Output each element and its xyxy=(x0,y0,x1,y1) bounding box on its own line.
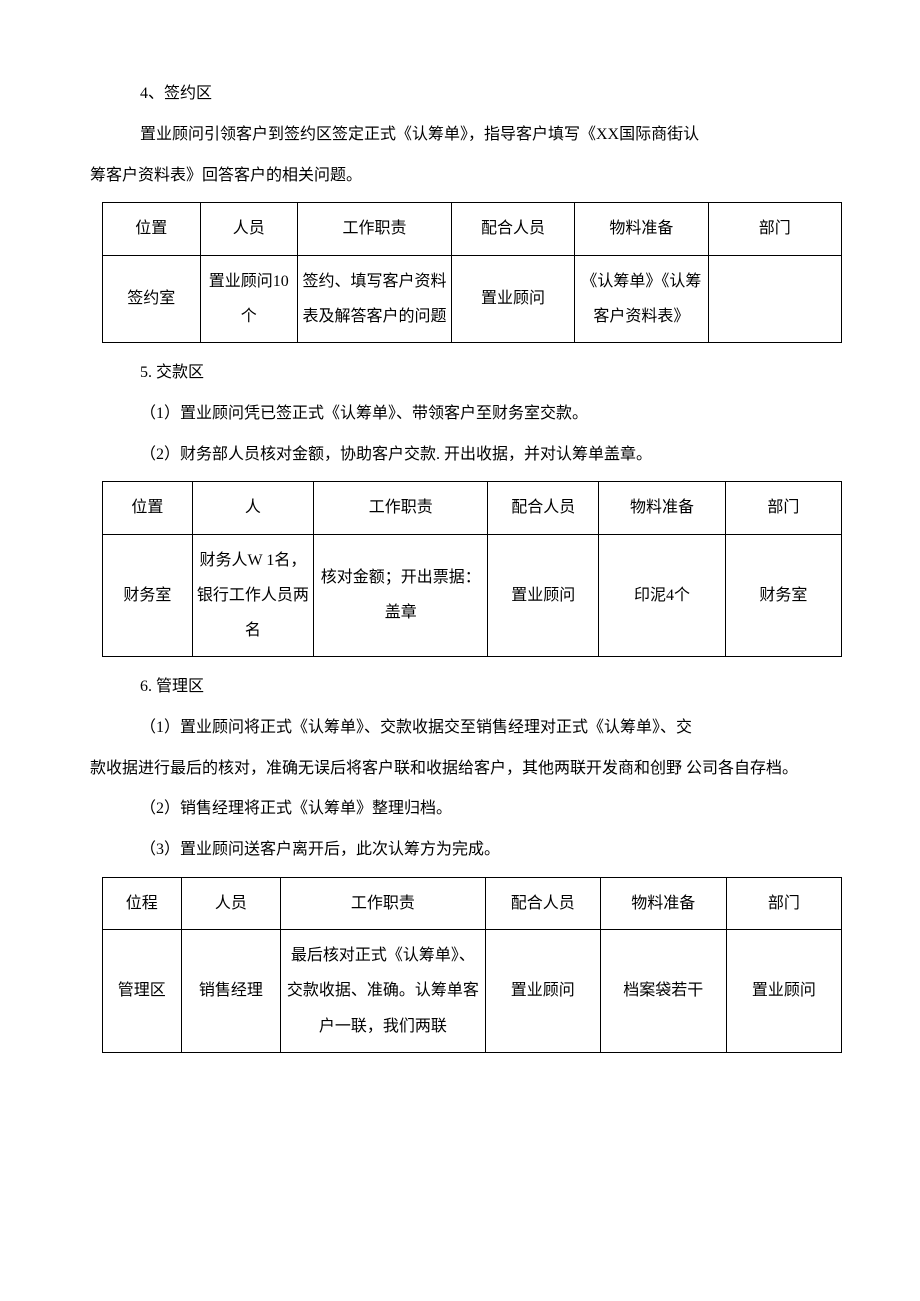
table-header-cell: 物料准备 xyxy=(599,482,726,534)
table-header-row: 位程 人员 工作职责 配合人员 物料准备 部门 xyxy=(103,878,842,930)
table-cell: 《认筹单》《认筹客户资料表》 xyxy=(575,255,708,342)
section4-table: 位置 人员 工作职责 配合人员 物料准备 部门 签约室 置业顾问10个 签约、填… xyxy=(102,202,842,343)
table-header-cell: 位程 xyxy=(103,878,182,930)
table-header-cell: 人员 xyxy=(181,878,281,930)
table-header-cell: 物料准备 xyxy=(600,878,726,930)
table-header-cell: 部门 xyxy=(708,203,841,255)
section5-table: 位置 人 工作职责 配合人员 物料准备 部门 财务室 财务人W 1名，银行工作人… xyxy=(102,481,842,657)
table-cell: 置业顾问 xyxy=(485,930,600,1053)
table-header-cell: 配合人员 xyxy=(485,878,600,930)
section4-para2: 筹客户资料表》回答客户的相关问题。 xyxy=(90,162,830,191)
table-header-cell: 工作职责 xyxy=(281,878,485,930)
table-cell xyxy=(708,255,841,342)
section5-heading: 5. 交款区 xyxy=(140,359,830,388)
table-header-cell: 位置 xyxy=(103,482,193,534)
table-header-row: 位置 人 工作职责 配合人员 物料准备 部门 xyxy=(103,482,842,534)
table-cell: 签约室 xyxy=(103,255,201,342)
section5-para2: （2）财务部人员核对金额，协助客户交款. 开出收据，并对认筹单盖章。 xyxy=(140,441,830,470)
table-cell: 财务室 xyxy=(103,534,193,657)
section6-para3: （2）销售经理将正式《认筹单》整理归档。 xyxy=(140,795,830,824)
table-cell: 核对金额；开出票据：盖章 xyxy=(314,534,488,657)
section6-heading: 6. 管理区 xyxy=(140,673,830,702)
table-header-cell: 工作职责 xyxy=(314,482,488,534)
section6-para1: （1）置业顾问将正式《认筹单》、交款收据交至销售经理对正式《认筹单》、交 xyxy=(140,714,830,743)
table-cell: 财务室 xyxy=(725,534,841,657)
table-row: 财务室 财务人W 1名，银行工作人员两名 核对金额；开出票据：盖章 置业顾问 印… xyxy=(103,534,842,657)
table-cell: 置业顾问10个 xyxy=(200,255,298,342)
section6-table: 位程 人员 工作职责 配合人员 物料准备 部门 管理区 销售经理 最后核对正式《… xyxy=(102,877,842,1053)
table-header-cell: 人员 xyxy=(200,203,298,255)
table-cell: 销售经理 xyxy=(181,930,281,1053)
table-cell: 印泥4个 xyxy=(599,534,726,657)
table-cell: 档案袋若干 xyxy=(600,930,726,1053)
section4-heading: 4、签约区 xyxy=(140,80,830,109)
table-cell: 财务人W 1名，银行工作人员两名 xyxy=(192,534,313,657)
table-header-cell: 物料准备 xyxy=(575,203,708,255)
table-header-cell: 人 xyxy=(192,482,313,534)
table-header-cell: 配合人员 xyxy=(488,482,599,534)
table-header-cell: 位置 xyxy=(103,203,201,255)
section6-para4: （3）置业顾问送客户离开后，此次认筹方为完成。 xyxy=(140,836,830,865)
table-header-cell: 部门 xyxy=(726,878,841,930)
table-cell: 置业顾问 xyxy=(451,255,574,342)
section6-para2: 款收据进行最后的核对，准确无误后将客户联和收据给客户，其他两联开发商和创野 公司… xyxy=(90,755,830,784)
section4-para1: 置业顾问引领客户到签约区签定正式《认筹单》，指导客户填写《XX国际商街认 xyxy=(140,121,830,150)
table-cell: 最后核对正式《认筹单》、交款收据、准确。认筹单客户一联，我们两联 xyxy=(281,930,485,1053)
table-row: 管理区 销售经理 最后核对正式《认筹单》、交款收据、准确。认筹单客户一联，我们两… xyxy=(103,930,842,1053)
table-header-row: 位置 人员 工作职责 配合人员 物料准备 部门 xyxy=(103,203,842,255)
table-row: 签约室 置业顾问10个 签约、填写客户资料表及解答客户的问题 置业顾问 《认筹单… xyxy=(103,255,842,342)
table-header-cell: 部门 xyxy=(725,482,841,534)
table-cell: 置业顾问 xyxy=(726,930,841,1053)
table-header-cell: 工作职责 xyxy=(298,203,452,255)
table-cell: 管理区 xyxy=(103,930,182,1053)
section5-para1: （1）置业顾问凭已签正式《认筹单》、带领客户至财务室交款。 xyxy=(140,400,830,429)
table-header-cell: 配合人员 xyxy=(451,203,574,255)
table-cell: 置业顾问 xyxy=(488,534,599,657)
table-cell: 签约、填写客户资料表及解答客户的问题 xyxy=(298,255,452,342)
